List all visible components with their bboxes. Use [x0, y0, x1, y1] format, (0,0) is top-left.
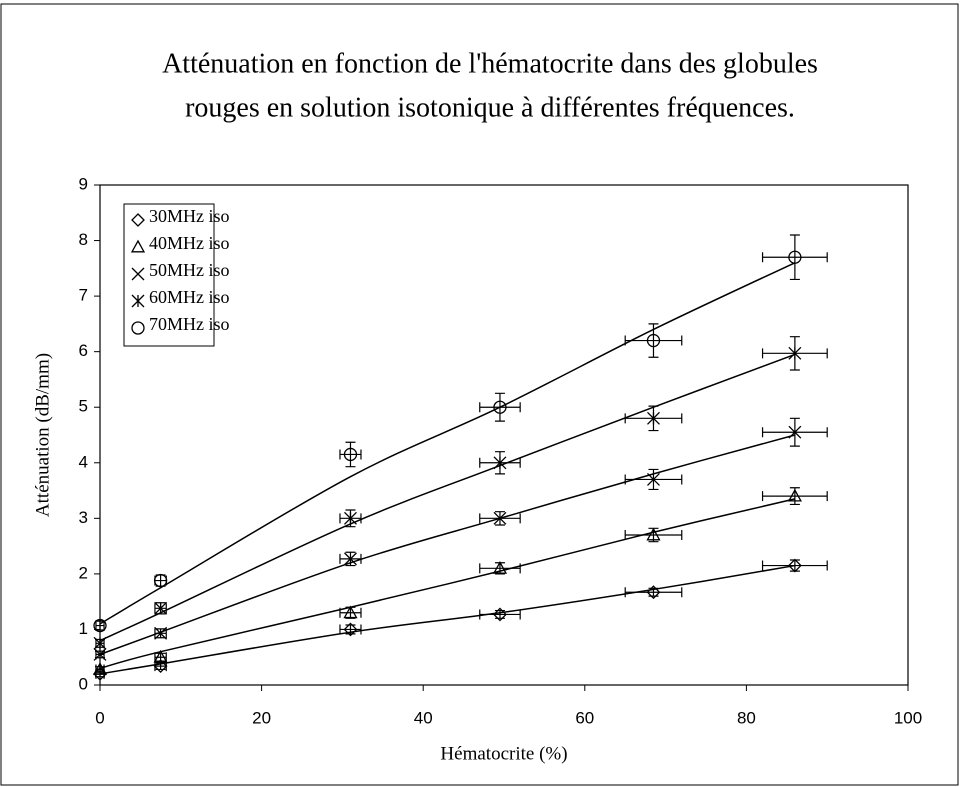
x-error-bar — [95, 620, 105, 631]
y-tick-label: 4 — [79, 452, 88, 471]
y-tick-label: 8 — [79, 230, 88, 249]
x-error-bar — [339, 607, 362, 618]
marker — [343, 622, 358, 637]
marker — [493, 607, 507, 622]
x-tick-label: 80 — [737, 708, 756, 727]
x-tick-label: 0 — [95, 708, 104, 727]
y-axis-label: Atténuation (dB/mm) — [32, 353, 53, 517]
y-tick-label: 5 — [79, 397, 88, 416]
legend-label: 30MHz iso — [149, 206, 230, 226]
marker — [787, 558, 802, 573]
marker — [344, 552, 357, 566]
marker — [153, 573, 168, 588]
marker — [647, 472, 660, 486]
marker — [154, 626, 168, 640]
x-tick-label: 60 — [575, 708, 594, 727]
marker — [493, 400, 507, 414]
x-error-bar — [761, 491, 828, 502]
x-error-bar — [624, 335, 683, 346]
x-axis-label: Hématocrite (%) — [440, 743, 567, 764]
marker — [788, 250, 802, 264]
marker — [343, 605, 358, 619]
legend-marker — [131, 321, 145, 335]
y-tick-label: 1 — [79, 619, 88, 638]
legend-marker — [131, 294, 145, 308]
marker — [154, 601, 168, 615]
y-tick-label: 6 — [79, 341, 88, 360]
x-tick-label: 40 — [414, 708, 433, 727]
plot-area — [99, 184, 909, 686]
x-tick-label: 20 — [252, 708, 271, 727]
marker — [344, 511, 357, 525]
marker — [646, 527, 661, 541]
y-tick-label: 9 — [79, 174, 88, 193]
marker — [788, 425, 802, 439]
marker — [493, 456, 507, 470]
marker — [153, 649, 168, 663]
fit-curve — [99, 564, 796, 675]
x-error-bar — [624, 530, 683, 540]
chart-title: Atténuation en fonction de l'hématocrite… — [162, 48, 818, 79]
marker — [92, 662, 108, 675]
chart-frame — [0, 3, 959, 786]
legend-marker — [131, 213, 145, 227]
x-error-bar — [479, 609, 521, 620]
y-tick-label: 7 — [79, 286, 88, 305]
x-error-bar — [624, 587, 683, 598]
marker — [646, 585, 661, 600]
fit-curve — [99, 434, 796, 656]
legend: 30MHz iso 40MHz iso 50MHz iso 60MHz iso 70MH… — [123, 203, 230, 347]
y-tick-label: 3 — [79, 508, 88, 527]
legend-label: 70MHz iso — [149, 314, 230, 334]
x-error-bar — [339, 624, 362, 635]
marker — [93, 618, 107, 633]
y-tick-label: 2 — [79, 563, 88, 582]
chart-title: rouges en solution isotonique à différen… — [185, 92, 795, 123]
marker — [492, 560, 508, 574]
legend-label: 60MHz iso — [149, 287, 230, 307]
marker — [647, 411, 660, 425]
x-error-bar — [339, 449, 362, 460]
legend-label: 40MHz iso — [149, 233, 230, 253]
x-error-bar — [761, 560, 828, 571]
legend-label: 50MHz iso — [149, 260, 230, 280]
marker — [93, 647, 107, 661]
marker — [493, 511, 507, 525]
x-error-bar — [761, 252, 828, 263]
x-tick-label: 100 — [894, 708, 922, 727]
marker — [787, 488, 802, 502]
y-tick-label: 0 — [79, 674, 88, 693]
legend-marker — [130, 239, 146, 253]
marker — [788, 346, 802, 360]
fit-curve — [99, 353, 796, 642]
x-error-bar — [479, 402, 521, 413]
fit-curve — [99, 498, 796, 670]
marker — [646, 333, 661, 348]
marker — [343, 447, 358, 462]
marker — [93, 636, 107, 650]
marker — [153, 659, 168, 674]
legend-marker — [131, 267, 145, 281]
x-error-bar — [479, 563, 521, 574]
